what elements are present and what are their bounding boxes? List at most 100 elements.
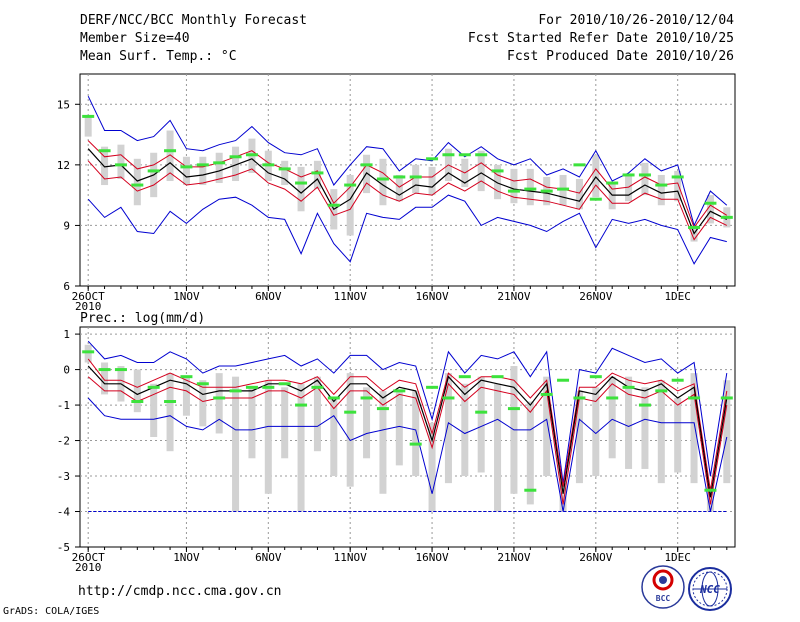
temp-range-box bbox=[526, 168, 534, 206]
prec-range-box bbox=[182, 376, 190, 416]
prec-range-box bbox=[461, 383, 469, 477]
temp-range-box bbox=[641, 162, 649, 196]
prec-y-tick-label: 0 bbox=[63, 364, 70, 377]
temp-p75-line bbox=[87, 140, 728, 229]
prec-boxes bbox=[84, 344, 731, 512]
temp-boxes bbox=[84, 116, 731, 242]
temp-x-tick-label: 26NOV bbox=[579, 290, 612, 303]
temp-range-box bbox=[166, 130, 174, 182]
prec-y-tick-label: -1 bbox=[57, 399, 70, 412]
temp-range-box bbox=[625, 174, 633, 202]
prec-range-box bbox=[592, 387, 600, 477]
temp-y-tick-label: 12 bbox=[57, 159, 70, 172]
temp-x-tick-label: 1DEC bbox=[664, 290, 691, 303]
prec-x-tick-label: 16NOV bbox=[416, 551, 449, 564]
prec-range-box bbox=[428, 422, 436, 512]
temp-x-tick-label: 26OCT bbox=[72, 290, 105, 303]
temp-x-tick-label: 11NOV bbox=[334, 290, 367, 303]
temp-range-box bbox=[706, 195, 714, 224]
prec-range-box bbox=[264, 380, 272, 494]
prec-range-box bbox=[723, 380, 731, 484]
prec-range-box bbox=[674, 397, 682, 473]
ncc-logo-text: NCC bbox=[699, 583, 720, 596]
temp-range-box bbox=[313, 160, 321, 190]
prec-range-box bbox=[444, 373, 452, 484]
prec-range-box bbox=[133, 369, 141, 413]
temp-range-box bbox=[346, 174, 354, 236]
prec-p25-line bbox=[87, 376, 728, 505]
temp-x-year-label: 2010 bbox=[75, 300, 102, 313]
temp-max-line bbox=[87, 95, 728, 227]
prec-range-box bbox=[526, 401, 534, 505]
prec-y-tick-label: -5 bbox=[57, 541, 70, 554]
prec-x-tick-label: 6NOV bbox=[255, 551, 282, 564]
prec-range-box bbox=[363, 387, 371, 459]
produced-date: Fcst Produced Date 2010/10/26 bbox=[507, 49, 734, 64]
temp-y-tick-label: 6 bbox=[63, 280, 70, 293]
prec-range-box bbox=[150, 383, 158, 437]
temp-range-box bbox=[592, 154, 600, 198]
prec-range-box bbox=[412, 390, 420, 477]
temp-range-box bbox=[477, 150, 485, 192]
temp-range-box bbox=[281, 160, 289, 186]
temp-range-box bbox=[608, 183, 616, 210]
temp-range-box bbox=[657, 174, 665, 206]
prec-y-tick-label: 1 bbox=[63, 328, 70, 341]
prec-range-box bbox=[494, 383, 502, 512]
prec-x-tick-label: 26NOV bbox=[579, 551, 612, 564]
variable-label: Mean Surf. Temp.: °C bbox=[80, 49, 237, 64]
prec-panel-frame bbox=[79, 326, 736, 548]
prec-range-box bbox=[706, 486, 714, 512]
prec-x-tick-label: 1DEC bbox=[664, 551, 691, 564]
footer-url[interactable]: http://cmdp.ncc.cma.gov.cn bbox=[78, 584, 282, 599]
prec-range-box bbox=[281, 387, 289, 459]
temp-panel-frame bbox=[79, 73, 736, 287]
temp-range-box bbox=[117, 144, 125, 179]
prec-median-line bbox=[87, 365, 728, 498]
temp-range-box bbox=[232, 146, 240, 182]
start-date: Fcst Started Refer Date 2010/10/25 bbox=[468, 31, 734, 46]
prec-range-box bbox=[657, 380, 665, 484]
grads-credit: GrADS: COLA/IGES bbox=[3, 606, 99, 617]
temp-x-tick-label: 1NOV bbox=[173, 290, 200, 303]
temp-range-box bbox=[510, 168, 518, 204]
prec-range-box bbox=[608, 376, 616, 459]
temp-range-box bbox=[428, 166, 436, 196]
prec-range-box bbox=[232, 376, 240, 512]
temp-range-box bbox=[101, 146, 109, 186]
temp-x-tick-label: 6NOV bbox=[255, 290, 282, 303]
temp-range-box bbox=[199, 156, 207, 186]
prec-x-tick-label: 26OCT bbox=[72, 551, 105, 564]
prec-p75-line bbox=[87, 358, 728, 491]
prec-y-tick-label: -4 bbox=[57, 506, 71, 519]
prec-max-line bbox=[87, 340, 728, 484]
temp-y-tick-label: 9 bbox=[63, 219, 70, 232]
temp-range-box bbox=[84, 116, 92, 137]
forecast-period: For 2010/10/26-2010/12/04 bbox=[538, 13, 734, 28]
member-size: Member Size=40 bbox=[80, 31, 190, 46]
prec-x-year-label: 2010 bbox=[75, 561, 102, 574]
temp-range-box bbox=[494, 164, 502, 200]
prec-range-box bbox=[248, 387, 256, 459]
prec-x-tick-label: 21NOV bbox=[497, 551, 530, 564]
prec-range-box bbox=[199, 380, 207, 427]
temp-range-box bbox=[133, 158, 141, 206]
temp-grid bbox=[80, 74, 735, 286]
ncc-logo: NCC bbox=[688, 567, 732, 611]
temp-range-box bbox=[575, 178, 583, 210]
prec-panel-title: Prec.: log(mm/d) bbox=[80, 311, 205, 326]
prec-range-box bbox=[101, 362, 109, 395]
prec-range-box bbox=[575, 390, 583, 484]
prec-ensemble-means bbox=[82, 350, 733, 492]
temp-median-line bbox=[87, 148, 728, 235]
temp-range-box bbox=[182, 156, 190, 186]
prec-range-box bbox=[379, 390, 387, 494]
temp-range-box bbox=[297, 166, 305, 212]
temp-x-tick-label: 21NOV bbox=[497, 290, 530, 303]
prec-range-box bbox=[395, 390, 403, 466]
prec-x-tick-label: 1NOV bbox=[173, 551, 200, 564]
temp-range-box bbox=[379, 158, 387, 206]
